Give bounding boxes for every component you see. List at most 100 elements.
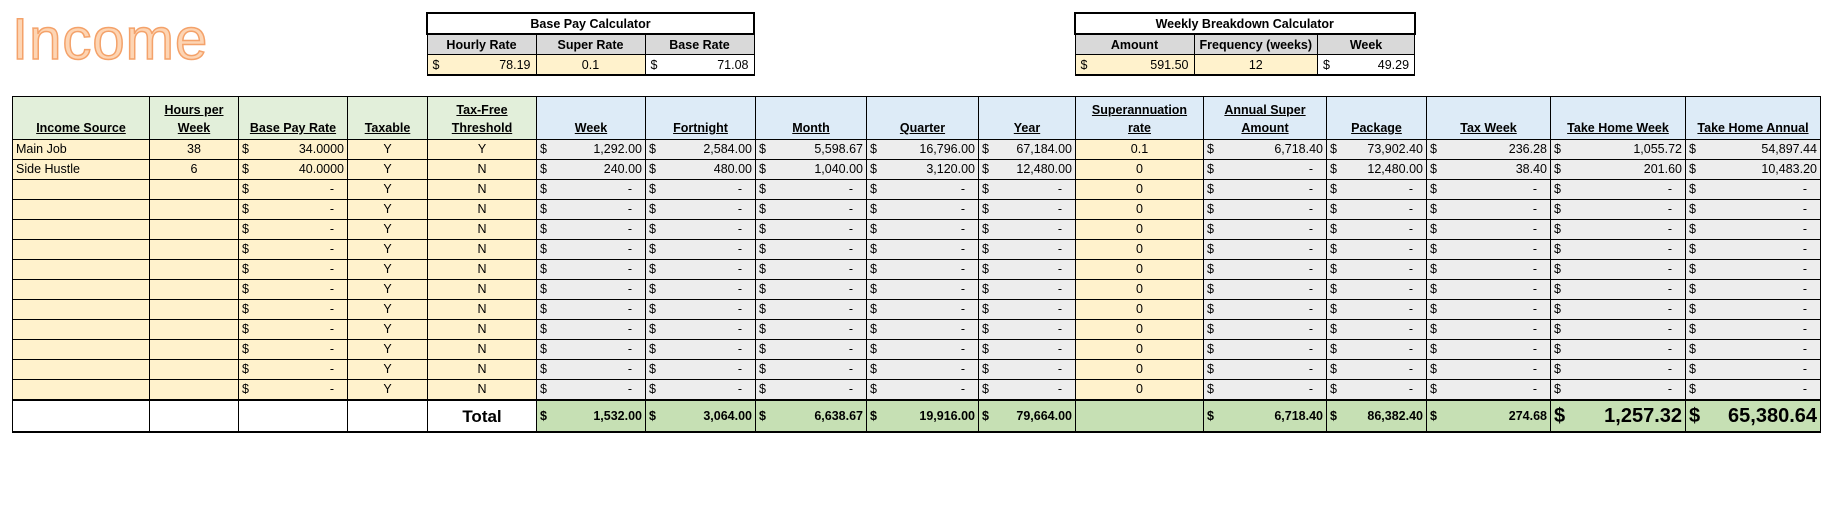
quarter-cell[interactable]: $ - [866,259,979,280]
taxable-cell[interactable]: Y [347,259,428,280]
annual-super-cell[interactable]: $ - [1203,159,1327,180]
annual-super-cell[interactable]: $ - [1203,319,1327,340]
taxable-cell[interactable]: Y [347,159,428,180]
annual-super-cell[interactable]: $ - [1203,259,1327,280]
year-cell[interactable]: $12,480.00 [978,159,1076,180]
hours-cell[interactable] [149,299,239,320]
tax-free-threshold-cell[interactable]: N [427,159,537,180]
super-rate-cell[interactable]: 0 [1075,199,1204,220]
base-pay-rate-cell[interactable]: $ - [238,199,348,220]
taxable-cell[interactable]: Y [347,139,428,160]
package-cell[interactable]: $ - [1326,259,1427,280]
take-home-week-cell[interactable]: $ - [1550,199,1686,220]
package-cell[interactable]: $ - [1326,239,1427,260]
month-cell[interactable]: $ - [755,219,867,240]
package-cell[interactable]: $ - [1326,319,1427,340]
tax-week-cell[interactable]: $ - [1426,199,1551,220]
package-cell[interactable]: $73,902.40 [1326,139,1427,160]
tax-free-threshold-cell[interactable]: N [427,379,537,401]
week-cell[interactable]: $ - [536,299,646,320]
week-cell[interactable]: $240.00 [536,159,646,180]
hours-cell[interactable] [149,199,239,220]
hours-cell[interactable]: 38 [149,139,239,160]
take-home-annual-cell[interactable]: $ - [1685,239,1821,260]
super-rate-cell[interactable]: 0 [1075,219,1204,240]
take-home-week-cell[interactable]: $ - [1550,359,1686,380]
base-pay-rate-cell[interactable]: $ - [238,359,348,380]
tax-week-cell[interactable]: $ - [1426,219,1551,240]
fortnight-cell[interactable]: $ - [645,339,756,360]
package-cell[interactable]: $ - [1326,219,1427,240]
take-home-week-cell[interactable]: $ - [1550,279,1686,300]
week-cell[interactable]: $ - [536,199,646,220]
take-home-annual-cell[interactable]: $ - [1685,179,1821,200]
annual-super-cell[interactable]: $ - [1203,359,1327,380]
base-pay-rate-cell[interactable]: $ - [238,239,348,260]
week-cell[interactable]: $ - [536,359,646,380]
income-source-cell[interactable] [12,339,150,360]
base-pay-rate-cell[interactable]: $ - [238,179,348,200]
hours-cell[interactable] [149,219,239,240]
tax-week-cell[interactable]: $ - [1426,259,1551,280]
package-cell[interactable]: $ - [1326,359,1427,380]
take-home-week-cell[interactable]: $ - [1550,299,1686,320]
super-rate-cell[interactable]: 0.1 [1075,139,1204,160]
quarter-cell[interactable]: $ - [866,199,979,220]
take-home-week-cell[interactable]: $ - [1550,259,1686,280]
hours-cell[interactable] [149,319,239,340]
base-pay-rate-cell[interactable]: $40.0000 [238,159,348,180]
year-cell[interactable]: $ - [978,319,1076,340]
tax-week-cell[interactable]: $ - [1426,319,1551,340]
fortnight-cell[interactable]: $ - [645,319,756,340]
super-rate-cell[interactable]: 0 [1075,239,1204,260]
week-cell[interactable]: $ - [536,279,646,300]
take-home-annual-cell[interactable]: $ - [1685,319,1821,340]
tax-free-threshold-cell[interactable]: N [427,299,537,320]
year-cell[interactable]: $ - [978,179,1076,200]
month-cell[interactable]: $ - [755,199,867,220]
annual-super-cell[interactable]: $ - [1203,339,1327,360]
take-home-annual-cell[interactable]: $54,897.44 [1685,139,1821,160]
week-cell[interactable]: $ - [536,259,646,280]
take-home-annual-cell[interactable]: $ - [1685,219,1821,240]
take-home-week-cell[interactable]: $ - [1550,179,1686,200]
year-cell[interactable]: $ - [978,199,1076,220]
taxable-cell[interactable]: Y [347,219,428,240]
month-cell[interactable]: $ - [755,259,867,280]
fortnight-cell[interactable]: $ - [645,219,756,240]
month-cell[interactable]: $ - [755,379,867,401]
super-rate-cell[interactable]: 0 [1075,259,1204,280]
take-home-annual-cell[interactable]: $ - [1685,199,1821,220]
hours-cell[interactable] [149,279,239,300]
income-source-cell[interactable] [12,239,150,260]
super-rate-cell[interactable]: 0 [1075,319,1204,340]
tax-free-threshold-cell[interactable]: N [427,179,537,200]
annual-super-cell[interactable]: $ - [1203,239,1327,260]
tax-free-threshold-cell[interactable]: Y [427,139,537,160]
hours-cell[interactable] [149,259,239,280]
annual-super-cell[interactable]: $ - [1203,279,1327,300]
super-rate-input[interactable]: 0.1 [535,54,646,76]
fortnight-cell[interactable]: $ - [645,279,756,300]
take-home-week-cell[interactable]: $ - [1550,339,1686,360]
taxable-cell[interactable]: Y [347,379,428,401]
tax-week-cell[interactable]: $ - [1426,179,1551,200]
week-cell[interactable]: $ - [536,219,646,240]
tax-week-cell[interactable]: $236.28 [1426,139,1551,160]
hourly-rate-input[interactable]: $78.19 [426,54,537,76]
taxable-cell[interactable]: Y [347,299,428,320]
super-rate-cell[interactable]: 0 [1075,339,1204,360]
take-home-annual-cell[interactable]: $ - [1685,299,1821,320]
fortnight-cell[interactable]: $ - [645,199,756,220]
quarter-cell[interactable]: $ - [866,279,979,300]
hours-cell[interactable] [149,179,239,200]
hours-cell[interactable] [149,339,239,360]
month-cell[interactable]: $ - [755,239,867,260]
income-source-cell[interactable] [12,219,150,240]
month-cell[interactable]: $ - [755,279,867,300]
take-home-annual-cell[interactable]: $10,483.20 [1685,159,1821,180]
tax-free-threshold-cell[interactable]: N [427,199,537,220]
super-rate-cell[interactable]: 0 [1075,159,1204,180]
package-cell[interactable]: $ - [1326,379,1427,401]
super-rate-cell[interactable]: 0 [1075,359,1204,380]
